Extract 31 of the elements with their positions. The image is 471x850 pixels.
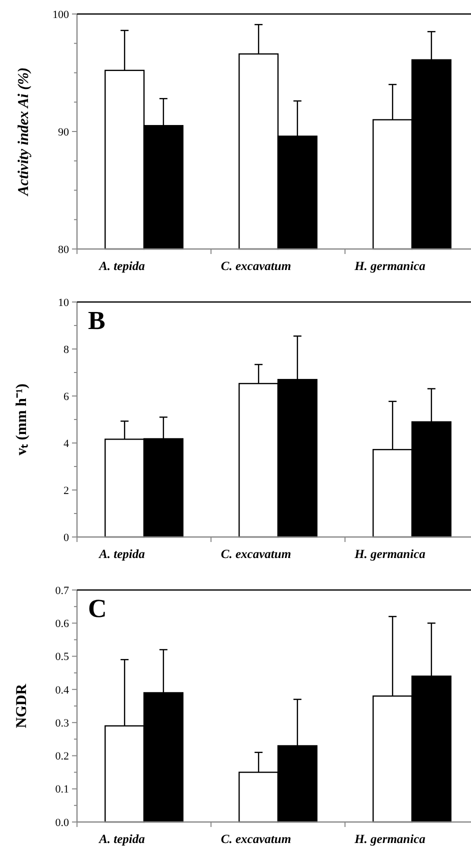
x-tick-label: H. germanica <box>354 832 426 846</box>
y-tick-label: 0.6 <box>55 618 70 630</box>
annotation: B <box>88 306 106 335</box>
y-tick-label: 80 <box>58 244 70 256</box>
y-tick-label: 90 <box>58 126 70 138</box>
y-tick-label: 0.3 <box>55 717 70 730</box>
y-tick-label: 4 <box>64 438 70 450</box>
y-axis-title: NGDR <box>14 684 30 728</box>
x-tick-label: C. excavatum <box>220 547 292 561</box>
y-tick-label: 0.7 <box>55 584 70 597</box>
x-tick-label: C. excavatum <box>220 832 292 846</box>
x-tick-label: A. tepida <box>98 832 145 846</box>
y-tick-label: 0.4 <box>55 684 70 696</box>
x-tick-label: A. tepida <box>98 259 145 273</box>
y-axis-title: Activity index Ai (%) <box>16 67 32 197</box>
x-tick-label: H. germanica <box>354 259 426 273</box>
y-tick-label: 6 <box>64 390 70 403</box>
y-tick-label: 0.0 <box>55 816 70 829</box>
y-tick-label: 0.5 <box>55 651 70 664</box>
x-tick-label: A. tepida <box>98 547 145 561</box>
y-tick-label: 100 <box>52 8 70 21</box>
y-tick-label: 0 <box>64 532 70 544</box>
y-axis-title: vₜ (mm h⁻¹) <box>14 384 30 456</box>
y-tick-label: 8 <box>64 344 70 356</box>
y-tick-label: 10 <box>58 296 70 309</box>
x-tick-label: C. excavatum <box>220 259 292 273</box>
y-tick-label: 0.2 <box>55 750 69 763</box>
y-tick-label: 0.1 <box>55 784 69 796</box>
annotation: C <box>88 594 107 623</box>
y-tick-label: 2 <box>64 484 69 497</box>
x-tick-label: H. germanica <box>354 547 426 561</box>
